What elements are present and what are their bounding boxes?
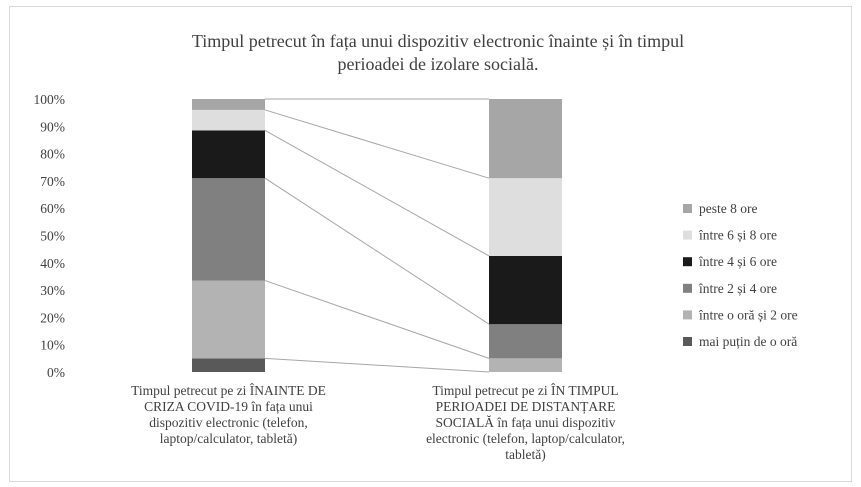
- legend-entry: între 2 și 4 ore: [698, 281, 777, 296]
- y-tick-label: 10%: [40, 338, 65, 353]
- series-line: [264, 280, 490, 359]
- bar-segment: [489, 358, 562, 372]
- series-lines: [264, 98, 490, 373]
- category-label-line: PERIOADEI DE DISTANȚARE: [436, 399, 616, 414]
- legend-swatch: [683, 204, 692, 213]
- bar-segment: [192, 280, 265, 359]
- category-label-line: tabletă): [505, 447, 545, 462]
- legend-swatch: [683, 283, 692, 293]
- bars: [192, 99, 562, 372]
- legend-entry: între 4 și 6 ore: [698, 254, 777, 269]
- bar-segment: [192, 358, 265, 372]
- chart-frame: Timpul petrecut în fața unui dispozitiv …: [9, 6, 852, 482]
- category-label-line: dispozitiv electronic (telefon,: [149, 415, 308, 430]
- legend: peste 8 ore între 6 și 8 ore între 4 și 6 …: [683, 201, 798, 349]
- category-label-line: Timpul petrecut pe zi ÎN TIMPUL: [432, 383, 618, 398]
- legend-entry: mai puțin de o oră: [699, 334, 797, 349]
- legend-entry: între 6 și 8 ore: [698, 228, 777, 243]
- stacked-bar-chart: Timpul petrecut în fața unui dispozitiv …: [34, 31, 798, 462]
- category-label-line: electronic (telefon, laptop/calculator,: [426, 431, 625, 446]
- category-label-line: CRIZA COVID-19 în fața unui: [144, 399, 313, 414]
- legend-entry: peste 8 ore: [699, 201, 757, 216]
- y-tick-label: 70%: [40, 174, 65, 189]
- category-label-line: laptop/calculator, tabletă): [160, 431, 297, 446]
- bar-segment: [489, 255, 562, 325]
- series-line: [264, 177, 490, 325]
- y-tick-label: 100%: [34, 92, 66, 107]
- series-line: [264, 109, 490, 179]
- y-tick-label: 20%: [40, 310, 65, 325]
- y-tick-label: 30%: [40, 283, 65, 298]
- y-tick-label: 60%: [40, 201, 65, 216]
- category-label-line: Timpul petrecut pe zi ÎNAINTE DE: [131, 383, 326, 398]
- chart-title-line-2: perioadei de izolare socială.: [338, 54, 539, 74]
- series-line: [264, 357, 490, 373]
- y-axis: 0% 10% 20% 30% 40% 50% 60% 70% 80% 90% 100%: [34, 92, 66, 380]
- series-line: [264, 129, 490, 257]
- chart-title-line-1: Timpul petrecut în fața unui dispozitiv …: [192, 31, 684, 51]
- y-tick-label: 50%: [40, 229, 65, 244]
- chart-title: Timpul petrecut în fața unui dispozitiv …: [192, 31, 684, 74]
- bar-segment: [192, 99, 265, 110]
- category-label-line: SOCIALĂ în fața unui dispozitiv: [436, 415, 616, 430]
- bar-segment: [192, 109, 265, 131]
- bar-segment: [192, 178, 265, 281]
- bar-segment: [489, 99, 562, 179]
- y-tick-label: 80%: [40, 147, 65, 162]
- legend-swatch: [683, 310, 692, 320]
- bar-segment: [489, 178, 562, 256]
- bar-segment: [489, 324, 562, 359]
- legend-swatch: [683, 257, 692, 267]
- bar-segment: [192, 130, 265, 179]
- y-tick-label: 0%: [47, 365, 65, 380]
- y-tick-label: 90%: [40, 119, 65, 134]
- legend-swatch: [683, 337, 692, 346]
- y-tick-label: 40%: [40, 256, 65, 271]
- legend-swatch: [683, 230, 692, 240]
- legend-entry: între o oră și 2 ore: [698, 307, 798, 322]
